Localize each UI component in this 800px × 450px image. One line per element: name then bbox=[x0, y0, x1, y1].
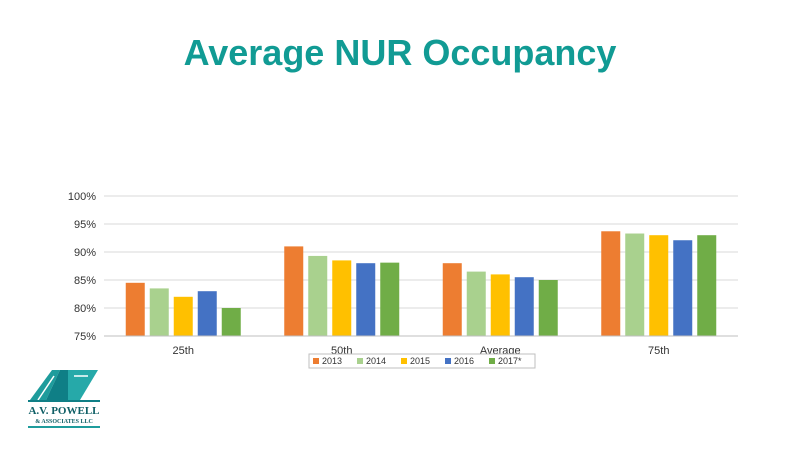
bar bbox=[173, 296, 193, 336]
av-powell-logo-icon bbox=[28, 370, 100, 402]
y-tick-label: 85% bbox=[74, 275, 96, 287]
bar bbox=[625, 233, 645, 336]
bar bbox=[332, 260, 352, 336]
bar bbox=[380, 262, 400, 336]
slide-title: Average NUR Occupancy bbox=[183, 32, 617, 73]
company-logo: A.V. POWELL & ASSOCIATES LLC bbox=[28, 370, 100, 428]
bar bbox=[125, 282, 145, 336]
legend-label: 2014 bbox=[366, 356, 386, 366]
bar bbox=[601, 231, 621, 336]
logo-subtitle: & ASSOCIATES LLC bbox=[35, 419, 93, 425]
bar bbox=[356, 263, 376, 336]
y-tick-label: 90% bbox=[74, 247, 96, 259]
bar bbox=[649, 235, 669, 336]
y-tick-label: 95% bbox=[74, 219, 96, 231]
bar bbox=[538, 280, 558, 336]
bar bbox=[149, 288, 169, 336]
legend-swatch bbox=[313, 358, 319, 364]
bar bbox=[197, 291, 217, 336]
legend-label: 2016 bbox=[454, 356, 474, 366]
legend-swatch bbox=[357, 358, 363, 364]
bar bbox=[466, 271, 486, 336]
bar bbox=[308, 255, 328, 336]
legend-label: 2015 bbox=[410, 356, 430, 366]
legend-label: 2017* bbox=[498, 356, 522, 366]
legend-swatch bbox=[401, 358, 407, 364]
bar bbox=[221, 308, 241, 336]
logo-name: A.V. POWELL bbox=[28, 405, 99, 417]
y-tick-label: 100% bbox=[68, 191, 96, 203]
legend-swatch bbox=[445, 358, 451, 364]
bar bbox=[514, 277, 534, 336]
x-tick-label: 25th bbox=[173, 345, 194, 357]
y-axis-tick-labels: 75% 80% 85% 90% 95% 100% bbox=[68, 191, 96, 343]
bar bbox=[490, 274, 510, 336]
y-tick-label: 80% bbox=[74, 303, 96, 315]
x-tick-label: 75th bbox=[648, 345, 669, 357]
chart-bars bbox=[125, 231, 717, 336]
bar bbox=[697, 235, 717, 336]
legend-box bbox=[308, 353, 536, 369]
legend-swatch bbox=[489, 358, 495, 364]
bar bbox=[284, 246, 304, 336]
y-tick-label: 75% bbox=[74, 331, 96, 343]
bar bbox=[673, 240, 693, 336]
chart-legend: 2013 2014 2015 2016 2017* bbox=[308, 353, 536, 369]
legend-label: 2013 bbox=[322, 356, 342, 366]
bar bbox=[442, 263, 462, 336]
